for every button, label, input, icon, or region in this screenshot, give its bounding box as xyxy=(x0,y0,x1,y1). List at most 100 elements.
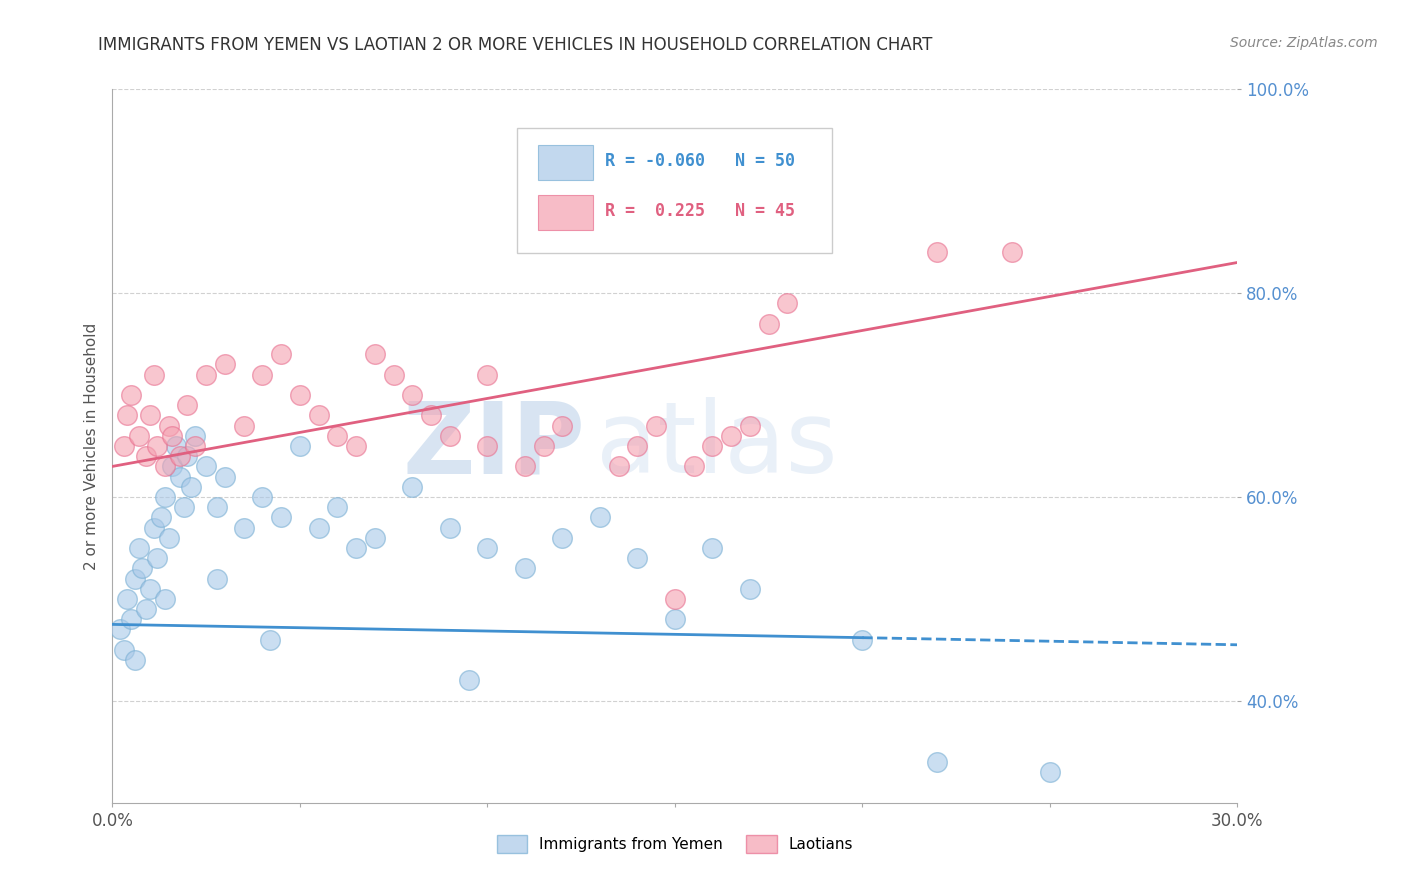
Point xyxy=(128,429,150,443)
Point xyxy=(288,439,311,453)
Point xyxy=(420,409,443,423)
Point xyxy=(180,480,202,494)
Point xyxy=(664,591,686,606)
Point xyxy=(214,469,236,483)
Point xyxy=(120,388,142,402)
Point xyxy=(146,439,169,453)
Point xyxy=(153,490,176,504)
Point xyxy=(157,418,180,433)
Point xyxy=(738,582,761,596)
Point xyxy=(124,572,146,586)
Point xyxy=(308,520,330,534)
Text: atlas: atlas xyxy=(596,398,838,494)
Y-axis label: 2 or more Vehicles in Household: 2 or more Vehicles in Household xyxy=(83,322,98,570)
Point xyxy=(165,439,187,453)
Text: R = -0.060   N = 50: R = -0.060 N = 50 xyxy=(605,152,796,169)
Point xyxy=(326,500,349,515)
Point xyxy=(135,602,157,616)
Point xyxy=(150,510,173,524)
Point xyxy=(252,490,274,504)
Point xyxy=(157,531,180,545)
Point xyxy=(207,572,229,586)
Point xyxy=(477,439,499,453)
Point xyxy=(112,439,135,453)
Point xyxy=(146,551,169,566)
Point xyxy=(214,358,236,372)
Point xyxy=(513,561,536,575)
Text: R =  0.225   N = 45: R = 0.225 N = 45 xyxy=(605,202,796,219)
FancyBboxPatch shape xyxy=(537,194,593,230)
Point xyxy=(626,551,648,566)
Point xyxy=(176,398,198,412)
Point xyxy=(533,439,555,453)
Point xyxy=(702,541,724,555)
Point xyxy=(117,409,139,423)
Point xyxy=(702,439,724,453)
Point xyxy=(477,541,499,555)
Point xyxy=(851,632,873,647)
Point xyxy=(382,368,405,382)
Point xyxy=(758,317,780,331)
Point xyxy=(232,418,254,433)
Point xyxy=(927,245,949,260)
Point xyxy=(120,612,142,626)
Point xyxy=(142,520,165,534)
Point xyxy=(153,459,176,474)
Point xyxy=(401,480,423,494)
Point xyxy=(551,418,574,433)
Point xyxy=(176,449,198,463)
Point xyxy=(607,459,630,474)
Point xyxy=(207,500,229,515)
Point xyxy=(664,612,686,626)
Point xyxy=(364,531,387,545)
Point xyxy=(128,541,150,555)
Point xyxy=(135,449,157,463)
Point xyxy=(232,520,254,534)
Text: Source: ZipAtlas.com: Source: ZipAtlas.com xyxy=(1230,36,1378,50)
Point xyxy=(184,439,207,453)
Point xyxy=(326,429,349,443)
Point xyxy=(124,653,146,667)
Point xyxy=(173,500,195,515)
Point xyxy=(401,388,423,402)
Point xyxy=(142,368,165,382)
Legend: Immigrants from Yemen, Laotians: Immigrants from Yemen, Laotians xyxy=(491,829,859,859)
Point xyxy=(738,418,761,433)
Point xyxy=(513,459,536,474)
Point xyxy=(682,459,704,474)
Point xyxy=(195,368,218,382)
Point xyxy=(308,409,330,423)
Point xyxy=(551,531,574,545)
Point xyxy=(195,459,218,474)
Point xyxy=(645,418,668,433)
Point xyxy=(270,347,292,361)
Point xyxy=(169,469,191,483)
Point xyxy=(720,429,742,443)
Point xyxy=(259,632,281,647)
Point xyxy=(288,388,311,402)
Point xyxy=(184,429,207,443)
Point xyxy=(439,429,461,443)
Point xyxy=(131,561,153,575)
Point xyxy=(252,368,274,382)
Point xyxy=(589,510,612,524)
Point xyxy=(117,591,139,606)
Point xyxy=(139,582,162,596)
Text: ZIP: ZIP xyxy=(402,398,585,494)
Point xyxy=(344,439,367,453)
Point xyxy=(927,755,949,769)
Point xyxy=(162,459,184,474)
Point xyxy=(344,541,367,555)
Text: IMMIGRANTS FROM YEMEN VS LAOTIAN 2 OR MORE VEHICLES IN HOUSEHOLD CORRELATION CHA: IMMIGRANTS FROM YEMEN VS LAOTIAN 2 OR MO… xyxy=(98,36,932,54)
Point xyxy=(112,643,135,657)
Point xyxy=(1001,245,1024,260)
Point xyxy=(270,510,292,524)
Point xyxy=(776,296,799,310)
Point xyxy=(457,673,479,688)
Point xyxy=(139,409,162,423)
FancyBboxPatch shape xyxy=(517,128,832,253)
Point xyxy=(1039,765,1062,780)
Point xyxy=(439,520,461,534)
Point xyxy=(108,623,131,637)
Point xyxy=(364,347,387,361)
